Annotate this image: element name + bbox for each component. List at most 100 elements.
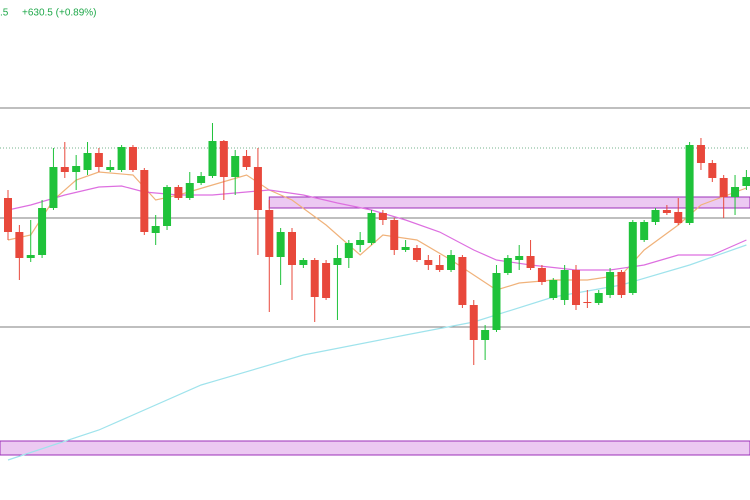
candle [15, 225, 24, 280]
candle-body [26, 255, 35, 258]
candle [390, 218, 399, 255]
candle [310, 258, 319, 322]
candle-body [469, 305, 478, 340]
candle [197, 172, 206, 185]
candle [242, 150, 251, 170]
candle-body [128, 147, 137, 170]
candle-body [537, 268, 546, 282]
candle-body [594, 293, 603, 303]
candle [231, 150, 240, 195]
candle [572, 265, 580, 310]
candle-body [94, 153, 103, 167]
candle-body [515, 256, 524, 260]
candle-body [447, 255, 456, 270]
candle-body [412, 248, 421, 260]
candle [617, 270, 626, 298]
candle-body [401, 247, 410, 250]
candle-body [106, 167, 115, 170]
candle-body [549, 280, 558, 298]
candle-body [503, 258, 512, 273]
candle-body [60, 167, 69, 172]
candle-body [628, 222, 637, 293]
candle [128, 145, 137, 172]
candle-body [424, 260, 433, 265]
candle [276, 228, 285, 285]
candle [26, 220, 35, 262]
candle [708, 160, 717, 182]
candle-body [219, 141, 228, 177]
candle [515, 245, 524, 270]
candle [731, 175, 740, 215]
candle [628, 220, 637, 295]
candle [333, 245, 342, 320]
candle [356, 232, 365, 252]
candle-body [606, 272, 615, 295]
candle [49, 148, 58, 210]
candle [94, 148, 103, 172]
candle [288, 228, 296, 300]
candle-body [526, 256, 535, 268]
candle [742, 170, 750, 190]
candle [651, 208, 660, 225]
candle [378, 210, 387, 225]
candle-body [651, 210, 660, 222]
candle [719, 175, 728, 218]
candle-body [458, 257, 467, 305]
moving-average [7, 244, 747, 461]
candle-body [163, 187, 172, 226]
candle-body [640, 222, 649, 240]
candle [38, 200, 47, 258]
candle-body [617, 272, 626, 295]
candle [4, 190, 12, 240]
candle [526, 240, 535, 270]
candle [469, 300, 478, 365]
candle [696, 138, 705, 170]
candle-body [83, 153, 92, 170]
candle-body [560, 270, 569, 300]
candle-body [662, 210, 671, 213]
candle [481, 325, 490, 360]
candle [253, 148, 262, 255]
candle [458, 255, 467, 308]
candle-body [310, 260, 319, 297]
candle-body [356, 240, 365, 245]
overlays [0, 107, 750, 461]
candle [412, 245, 421, 262]
candle [299, 258, 308, 268]
candle-body [265, 210, 274, 257]
candle-body [197, 176, 206, 183]
candle [606, 268, 615, 298]
candle [151, 215, 160, 245]
candle [219, 140, 228, 200]
candle [208, 123, 217, 178]
candle-body [435, 265, 444, 270]
candle-body [140, 170, 149, 232]
candle-body [72, 166, 81, 172]
candle-body [208, 141, 217, 176]
candle-body [674, 212, 683, 223]
last-price: .5 [0, 8, 9, 19]
candle [163, 185, 172, 230]
candle-body [742, 177, 750, 186]
candle [185, 172, 194, 200]
candle [674, 198, 683, 225]
candle [447, 250, 456, 272]
candle-body [378, 213, 387, 220]
candle [117, 145, 126, 172]
candle-body [231, 156, 240, 177]
candle [560, 265, 569, 305]
candle-body [333, 258, 342, 265]
candle-body [685, 145, 694, 223]
candle-body [151, 226, 160, 233]
candle-body [344, 243, 353, 258]
candle [174, 185, 183, 200]
candle-body [49, 167, 58, 208]
candle-body [481, 330, 490, 340]
candle-body [696, 145, 705, 163]
candle [492, 265, 501, 332]
candle [106, 160, 115, 172]
candle-body [719, 178, 728, 197]
candle [265, 200, 274, 312]
candle-body [38, 208, 47, 255]
